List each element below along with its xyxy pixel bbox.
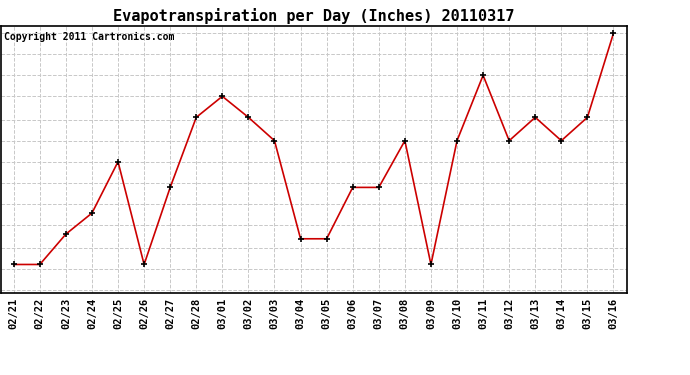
- Title: Evapotranspiration per Day (Inches) 20110317: Evapotranspiration per Day (Inches) 2011…: [113, 8, 514, 24]
- Text: Copyright 2011 Cartronics.com: Copyright 2011 Cartronics.com: [4, 32, 174, 42]
